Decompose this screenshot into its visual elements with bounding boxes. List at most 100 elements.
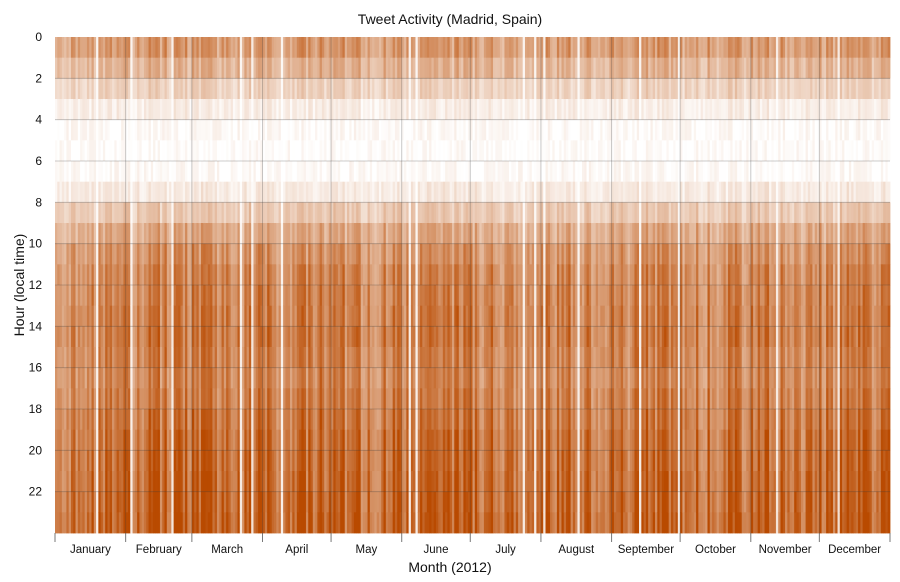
- heatmap-cell: [463, 223, 467, 245]
- heatmap-cell: [499, 57, 503, 79]
- heatmap-cell: [61, 161, 65, 183]
- heatmap-cell: [317, 57, 321, 79]
- heatmap-day-column: [495, 37, 498, 534]
- heatmap-cell: [173, 161, 177, 183]
- heatmap-cell: [321, 202, 325, 224]
- heatmap-cell: [465, 264, 469, 286]
- heatmap-cell: [463, 409, 467, 431]
- heatmap-cell: [187, 326, 190, 348]
- heatmap-cell: [173, 409, 177, 431]
- heatmap-cell: [214, 326, 218, 348]
- heatmap-cell: [66, 450, 70, 472]
- heatmap-day-column: [264, 37, 268, 534]
- heatmap-cell: [406, 264, 410, 286]
- heatmap-cell: [114, 305, 117, 327]
- heatmap-cell: [461, 223, 464, 245]
- heatmap-cell: [66, 388, 70, 410]
- heatmap-cell: [319, 285, 323, 307]
- heatmap-cell: [292, 78, 295, 100]
- heatmap-cell: [91, 264, 95, 286]
- heatmap-cell: [178, 367, 181, 389]
- heatmap-cell: [458, 450, 462, 472]
- heatmap-cell: [509, 305, 512, 327]
- heatmap-cell: [98, 264, 102, 286]
- heatmap-cell: [285, 140, 289, 162]
- heatmap-cell: [303, 512, 307, 534]
- heatmap-cell: [175, 429, 179, 451]
- heatmap-cell: [408, 305, 412, 327]
- heatmap-cell: [73, 367, 76, 389]
- heatmap-cell: [310, 223, 314, 245]
- heatmap-cell: [326, 223, 330, 245]
- heatmap-cell: [132, 471, 136, 493]
- heatmap-cell: [180, 243, 184, 265]
- heatmap-cell: [337, 78, 341, 100]
- heatmap-cell: [458, 181, 462, 203]
- heatmap-cell: [333, 471, 337, 493]
- heatmap-cell: [237, 161, 241, 183]
- heatmap-cell: [308, 37, 311, 59]
- heatmap-cell: [148, 99, 152, 121]
- heatmap-cell: [207, 223, 211, 245]
- heatmap-cell: [456, 37, 460, 59]
- heatmap-cell: [198, 181, 202, 203]
- heatmap-cell: [454, 181, 457, 203]
- heatmap-cell: [337, 367, 341, 389]
- heatmap-cell: [337, 37, 341, 59]
- heatmap-cell: [226, 161, 229, 183]
- heatmap-cell: [221, 57, 225, 79]
- heatmap-cell: [68, 305, 72, 327]
- heatmap-cell: [458, 285, 462, 307]
- heatmap-cell: [347, 99, 350, 121]
- heatmap-cell: [424, 223, 428, 245]
- heatmap-cell: [271, 367, 275, 389]
- heatmap-cell: [201, 264, 204, 286]
- heatmap-cell: [376, 285, 380, 307]
- heatmap-cell: [205, 161, 209, 183]
- heatmap-cell: [146, 409, 149, 431]
- heatmap-cell: [182, 181, 186, 203]
- heatmap-cell: [276, 99, 279, 121]
- heatmap-cell: [157, 202, 161, 224]
- heatmap-cell: [349, 78, 352, 100]
- heatmap-cell: [399, 57, 403, 79]
- heatmap-cell: [399, 305, 403, 327]
- heatmap-cell: [134, 119, 138, 141]
- heatmap-cell: [68, 78, 72, 100]
- heatmap-cell: [173, 429, 177, 451]
- heatmap-cell: [333, 388, 337, 410]
- heatmap-cell: [116, 78, 120, 100]
- heatmap-cell: [490, 305, 494, 327]
- heatmap-cell: [75, 119, 79, 141]
- heatmap-cell: [96, 512, 99, 534]
- heatmap-cell: [112, 202, 115, 224]
- heatmap-cell: [451, 202, 455, 224]
- heatmap-cell: [493, 223, 496, 245]
- heatmap-cell: [319, 78, 323, 100]
- heatmap-cell: [312, 471, 316, 493]
- heatmap-cell: [410, 223, 414, 245]
- heatmap-cell: [483, 181, 487, 203]
- heatmap-cell: [274, 512, 277, 534]
- heatmap-cell: [299, 140, 302, 162]
- heatmap-cell: [356, 285, 359, 307]
- heatmap-cell: [96, 78, 99, 100]
- heatmap-cell: [347, 450, 350, 472]
- heatmap-cell: [445, 140, 448, 162]
- heatmap-cell: [356, 57, 359, 79]
- heatmap-cell: [230, 57, 234, 79]
- heatmap-cell: [128, 243, 131, 265]
- heatmap-cell: [96, 367, 99, 389]
- heatmap-cell: [340, 450, 343, 472]
- heatmap-cell: [305, 223, 309, 245]
- heatmap-cell: [374, 119, 378, 141]
- heatmap-cell: [372, 285, 375, 307]
- heatmap-cell: [347, 367, 350, 389]
- heatmap-cell: [201, 37, 204, 59]
- heatmap-cell: [294, 223, 298, 245]
- heatmap-cell: [333, 367, 337, 389]
- heatmap-cell: [479, 347, 483, 369]
- heatmap-cell: [216, 388, 220, 410]
- heatmap-cell: [292, 305, 295, 327]
- heatmap-cell: [340, 223, 343, 245]
